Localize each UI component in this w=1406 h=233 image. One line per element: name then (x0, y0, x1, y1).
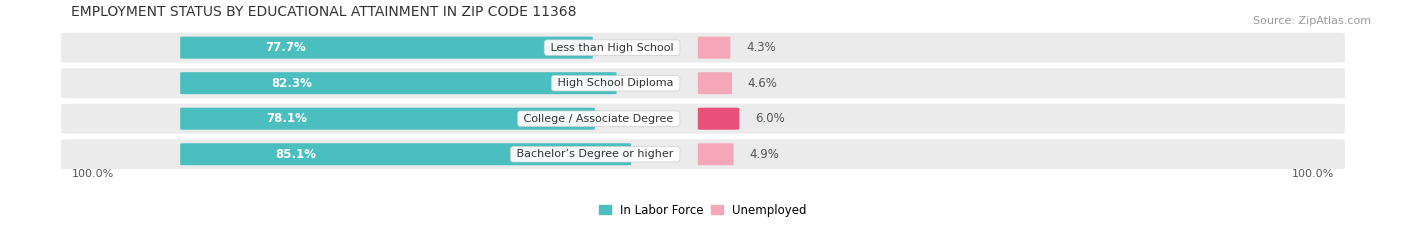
FancyBboxPatch shape (697, 37, 731, 59)
Text: 82.3%: 82.3% (271, 77, 312, 90)
Text: High School Diploma: High School Diploma (554, 78, 678, 88)
Text: 4.3%: 4.3% (747, 41, 776, 54)
Text: 4.6%: 4.6% (748, 77, 778, 90)
FancyBboxPatch shape (60, 68, 1346, 98)
FancyBboxPatch shape (60, 33, 1346, 63)
Text: 6.0%: 6.0% (755, 112, 785, 125)
Text: Less than High School: Less than High School (547, 43, 678, 53)
Text: 78.1%: 78.1% (266, 112, 307, 125)
FancyBboxPatch shape (180, 72, 617, 94)
Legend: In Labor Force, Unemployed: In Labor Force, Unemployed (595, 199, 811, 221)
Text: 4.9%: 4.9% (749, 148, 779, 161)
FancyBboxPatch shape (180, 143, 631, 165)
Text: Source: ZipAtlas.com: Source: ZipAtlas.com (1253, 16, 1371, 26)
FancyBboxPatch shape (60, 139, 1346, 169)
FancyBboxPatch shape (60, 104, 1346, 134)
Text: EMPLOYMENT STATUS BY EDUCATIONAL ATTAINMENT IN ZIP CODE 11368: EMPLOYMENT STATUS BY EDUCATIONAL ATTAINM… (72, 4, 576, 19)
Text: College / Associate Degree: College / Associate Degree (520, 114, 678, 124)
FancyBboxPatch shape (180, 37, 593, 59)
FancyBboxPatch shape (180, 108, 595, 130)
FancyBboxPatch shape (697, 143, 734, 165)
Text: 77.7%: 77.7% (266, 41, 307, 54)
Text: Bachelor’s Degree or higher: Bachelor’s Degree or higher (513, 149, 678, 159)
FancyBboxPatch shape (697, 108, 740, 130)
Text: 100.0%: 100.0% (72, 169, 114, 179)
FancyBboxPatch shape (697, 72, 733, 94)
Text: 85.1%: 85.1% (276, 148, 316, 161)
Text: 100.0%: 100.0% (1292, 169, 1334, 179)
